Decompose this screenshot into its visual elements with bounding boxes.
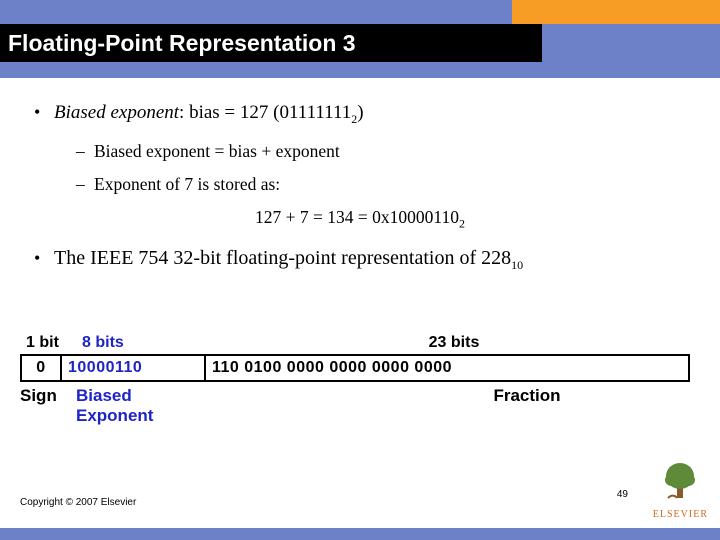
label-sign: Sign (20, 386, 76, 425)
label-exponent: Biased Exponent (76, 386, 244, 425)
bits-sign: 1 bit (26, 334, 82, 352)
page-number: 49 (617, 489, 628, 500)
bits-exp: 8 bits (82, 334, 218, 352)
sub-a-text: Biased exponent = bias + exponent (94, 141, 340, 162)
bullet2-sub: 10 (511, 258, 523, 272)
bullet1-rest: : bias = 127 (01111111 (179, 102, 351, 123)
bit-widths-row: 1 bit 8 bits 23 bits (26, 334, 690, 352)
sub-bullet-a: – Biased exponent = bias + exponent (76, 141, 686, 162)
cell-fraction: 110 0100 0000 0000 0000 0000 (206, 356, 688, 380)
equation-text: 127 + 7 = 134 = 0x10000110 (255, 207, 459, 227)
bullet2-text: The IEEE 754 32-bit floating-point repre… (54, 247, 523, 273)
bullet1-close: ) (357, 102, 363, 123)
label-fraction: Fraction (244, 386, 690, 425)
tree-icon (658, 458, 702, 502)
dash-icon: – (76, 174, 94, 195)
dash-icon: – (76, 141, 94, 162)
sub-bullet-b: – Exponent of 7 is stored as: (76, 174, 686, 195)
float-diagram: 1 bit 8 bits 23 bits 0 10000110 110 0100… (20, 334, 690, 425)
value-row: 0 10000110 110 0100 0000 0000 0000 0000 (20, 354, 690, 382)
accent-box (512, 0, 720, 24)
equation-sub: 2 (459, 216, 465, 230)
content-area: • Biased exponent: bias = 127 (011111112… (0, 78, 720, 273)
bullet-dot: • (34, 102, 54, 123)
copyright-text: Copyright © 2007 Elsevier (20, 497, 136, 508)
bullet2-main: The IEEE 754 32-bit floating-point repre… (54, 247, 511, 269)
cell-exponent: 10000110 (62, 356, 206, 380)
bits-frac: 23 bits (218, 334, 690, 352)
bullet-dot: • (34, 248, 54, 269)
equation: 127 + 7 = 134 = 0x100001102 (34, 207, 686, 232)
label-exp-l1: Biased (76, 386, 132, 405)
bullet1-text: Biased exponent: bias = 127 (011111112) (54, 102, 364, 127)
bottom-band (0, 528, 720, 540)
bullet1-term: Biased exponent (54, 102, 179, 123)
sub-b-text: Exponent of 7 is stored as: (94, 174, 280, 195)
brand-text: ELSEVIER (653, 509, 708, 520)
bullet-ieee754: • The IEEE 754 32-bit floating-point rep… (34, 247, 686, 273)
label-row: Sign Biased Exponent Fraction (20, 386, 690, 425)
sub-bullets: – Biased exponent = bias + exponent – Ex… (76, 141, 686, 195)
publisher-logo: ELSEVIER (653, 458, 708, 520)
header-band: Floating-Point Representation 3 (0, 0, 720, 78)
bullet-biased-exponent: • Biased exponent: bias = 127 (011111112… (34, 102, 686, 127)
label-exp-l2: Exponent (76, 406, 153, 425)
cell-sign: 0 (22, 356, 62, 380)
slide-title: Floating-Point Representation 3 (0, 24, 542, 62)
